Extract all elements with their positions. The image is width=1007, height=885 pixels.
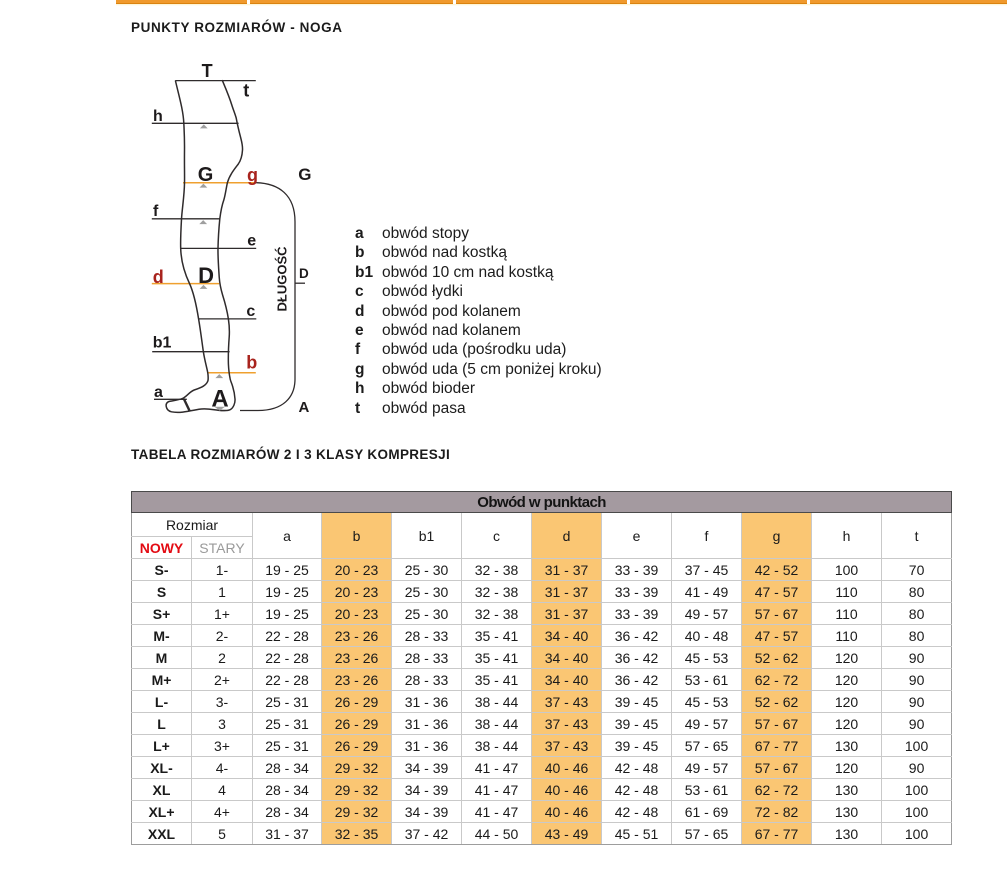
svg-text:h: h bbox=[153, 108, 163, 125]
svg-text:d: d bbox=[153, 267, 164, 287]
svg-text:b1: b1 bbox=[153, 335, 172, 352]
svg-text:e: e bbox=[247, 232, 256, 249]
svg-text:A: A bbox=[299, 399, 310, 416]
svg-text:T: T bbox=[202, 61, 213, 81]
svg-text:c: c bbox=[246, 303, 255, 320]
svg-text:D: D bbox=[198, 263, 214, 288]
svg-text:g: g bbox=[247, 165, 258, 185]
svg-text:a: a bbox=[154, 384, 163, 401]
svg-text:G: G bbox=[298, 165, 311, 184]
svg-text:b: b bbox=[246, 353, 257, 373]
svg-text:G: G bbox=[198, 164, 214, 186]
svg-text:D: D bbox=[299, 266, 309, 281]
svg-text:f: f bbox=[153, 203, 159, 220]
svg-text:DŁUGOŚĆ: DŁUGOŚĆ bbox=[275, 246, 290, 312]
svg-text:A: A bbox=[211, 385, 228, 412]
svg-text:t: t bbox=[243, 81, 249, 101]
